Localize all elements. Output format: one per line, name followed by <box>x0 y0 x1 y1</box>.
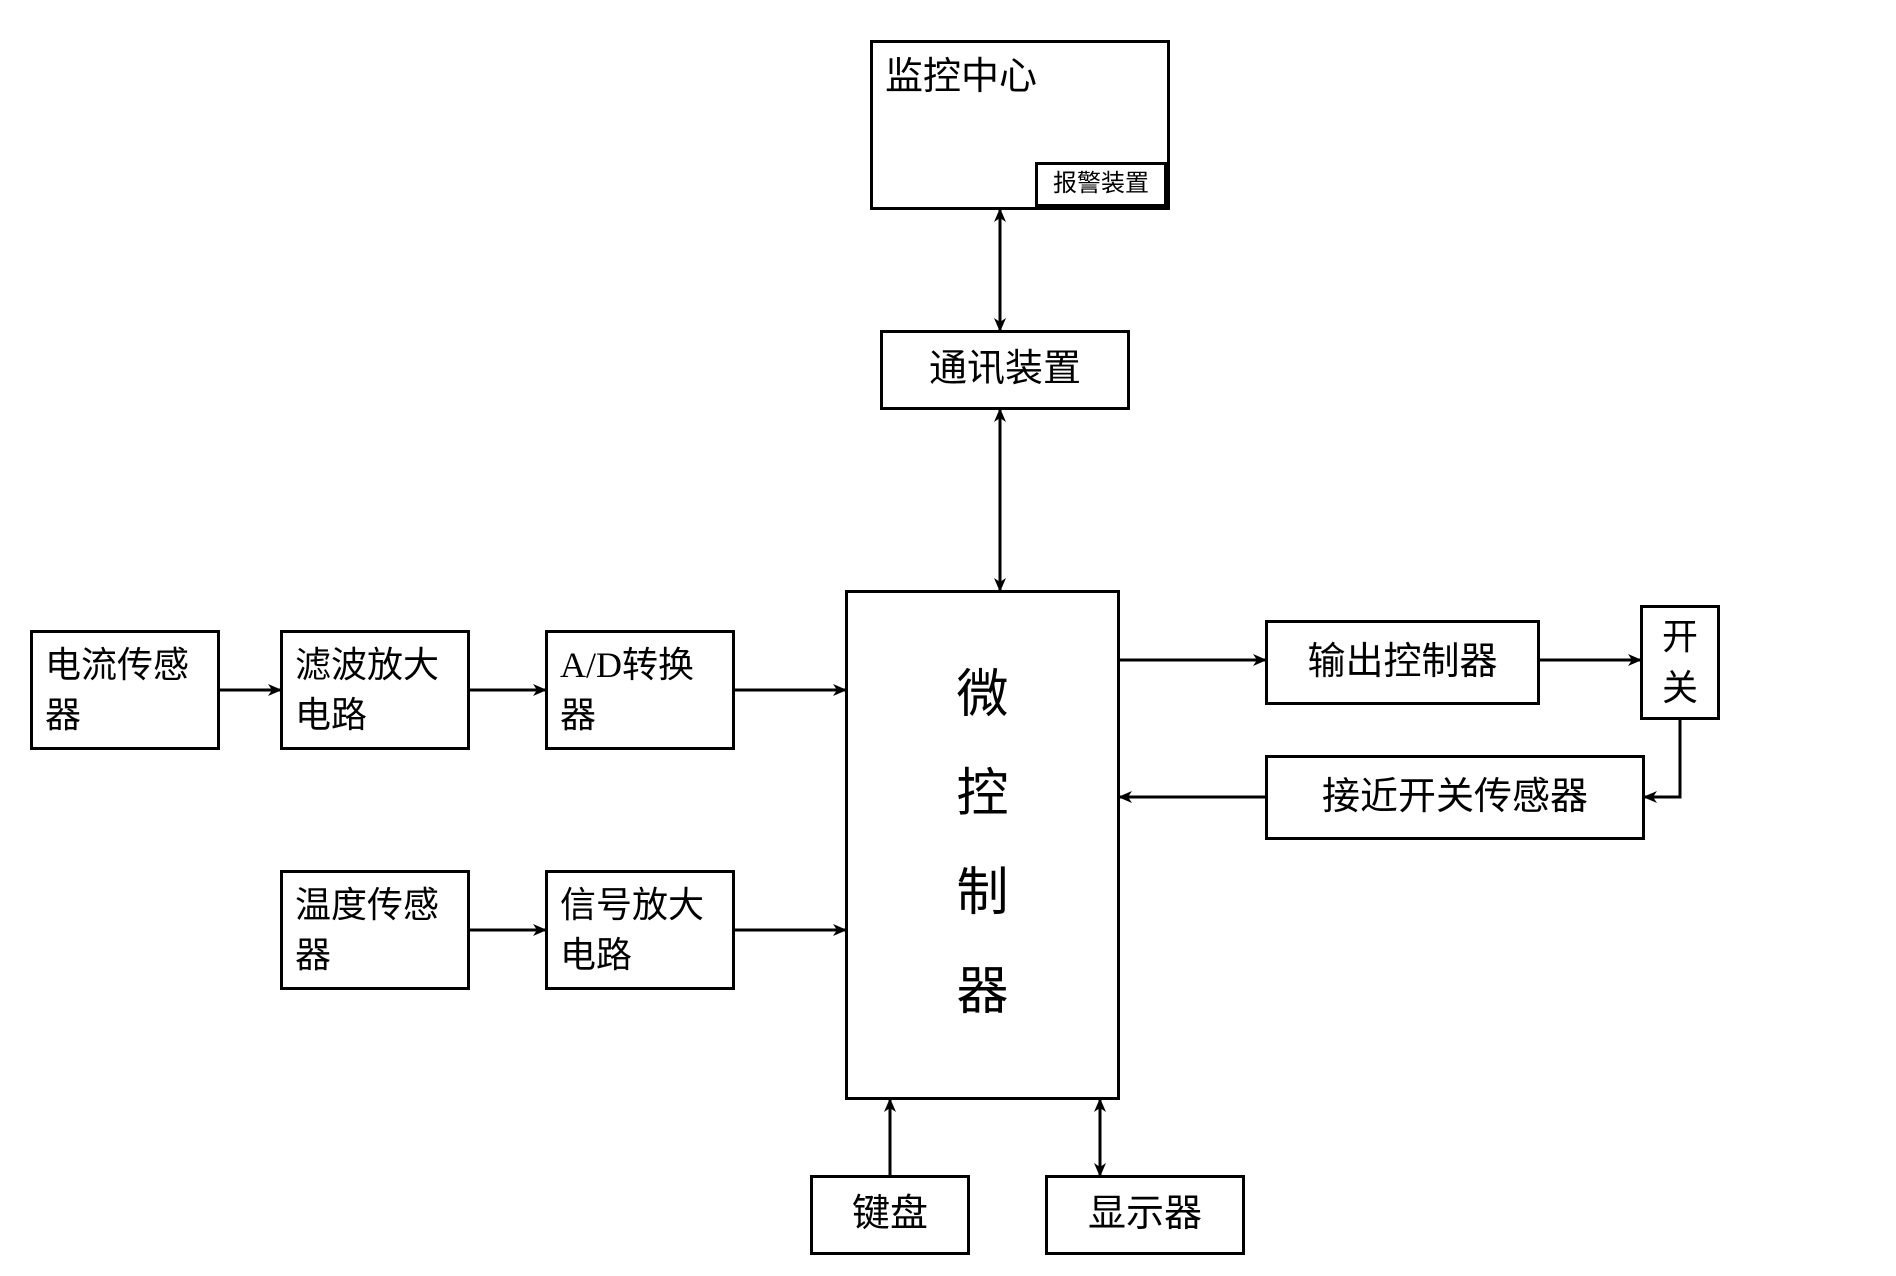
node-display: 显示器 <box>1045 1175 1245 1255</box>
node-current-sensor: 电流传感器 <box>30 630 220 750</box>
label-filter-amp: 滤波放大电路 <box>295 640 455 741</box>
node-signal-amp: 信号放大电路 <box>545 870 735 990</box>
label-microcontroller-4: 器 <box>956 944 1008 1043</box>
label-alarm-device: 报警装置 <box>1053 168 1149 202</box>
label-keyboard: 键盘 <box>852 1188 928 1241</box>
label-display: 显示器 <box>1088 1188 1202 1241</box>
node-output-controller: 输出控制器 <box>1265 620 1540 705</box>
label-current-sensor: 电流传感器 <box>45 640 205 741</box>
node-filter-amp: 滤波放大电路 <box>280 630 470 750</box>
node-proximity-sensor: 接近开关传感器 <box>1265 755 1645 840</box>
node-keyboard: 键盘 <box>810 1175 970 1255</box>
label-switch: 开关 <box>1647 612 1713 713</box>
label-output-controller: 输出控制器 <box>1307 636 1497 689</box>
node-comm-device: 通讯装置 <box>880 330 1130 410</box>
label-ad-converter: A/D转换器 <box>560 640 720 741</box>
node-microcontroller: 微 控 制 器 <box>845 590 1120 1100</box>
label-microcontroller-3: 制 <box>956 845 1008 944</box>
label-comm-device: 通讯装置 <box>929 343 1081 396</box>
node-switch: 开关 <box>1640 605 1720 720</box>
node-ad-converter: A/D转换器 <box>545 630 735 750</box>
node-alarm-device: 报警装置 <box>1035 162 1167 207</box>
label-proximity-sensor: 接近开关传感器 <box>1322 771 1588 824</box>
node-temp-sensor: 温度传感器 <box>280 870 470 990</box>
label-signal-amp: 信号放大电路 <box>560 880 720 981</box>
label-temp-sensor: 温度传感器 <box>295 880 455 981</box>
label-monitoring-center: 监控中心 <box>885 51 1037 104</box>
label-microcontroller: 微 <box>956 647 1008 746</box>
label-microcontroller-2: 控 <box>956 746 1008 845</box>
edge-switch-proximity <box>1645 720 1680 797</box>
